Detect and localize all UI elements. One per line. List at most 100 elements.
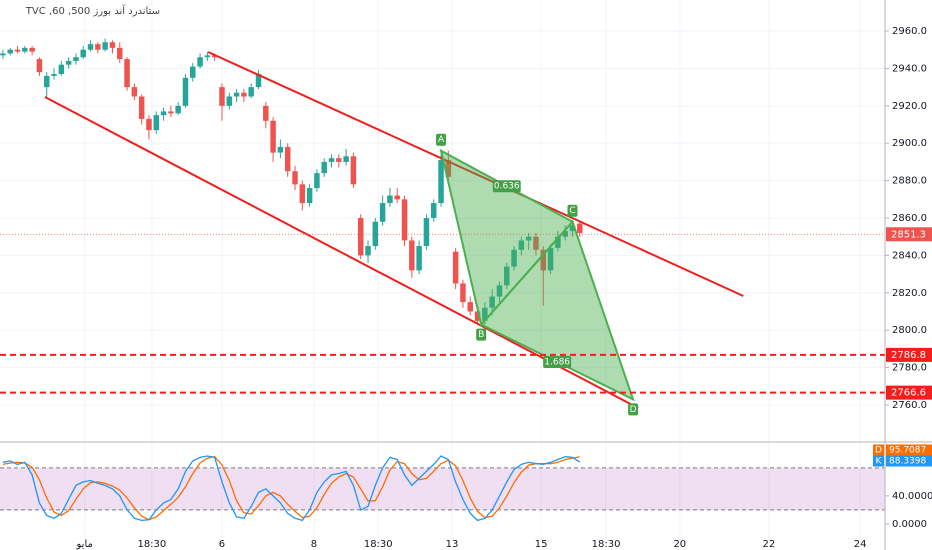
candle-body bbox=[357, 218, 364, 256]
ratio-label: 1.686 bbox=[544, 357, 570, 367]
point-label: B bbox=[478, 330, 484, 340]
y-tick-label: 40.0000 bbox=[892, 491, 932, 502]
point-label-bg bbox=[628, 403, 639, 416]
candle-body bbox=[7, 49, 13, 54]
candle-body bbox=[51, 74, 57, 76]
candle-body bbox=[299, 184, 306, 204]
y-tick-label: 2780.0 bbox=[892, 363, 927, 374]
channel-line bbox=[44, 96, 639, 409]
candle-body bbox=[73, 57, 79, 61]
candle-body bbox=[109, 42, 116, 48]
candle-body bbox=[460, 283, 466, 303]
candle-body bbox=[284, 146, 291, 172]
candle-body bbox=[321, 161, 327, 174]
y-tick-label: 2920.0 bbox=[892, 101, 927, 112]
y-tick-label: 0.0000 bbox=[892, 519, 927, 530]
ratio-label: 0.636 bbox=[494, 182, 520, 192]
candle-body bbox=[131, 87, 138, 97]
candle-body bbox=[182, 77, 189, 106]
y-tick-label: 2840.0 bbox=[892, 250, 927, 261]
last-price-bg bbox=[886, 227, 932, 242]
candle-body bbox=[372, 221, 379, 247]
candle-body bbox=[80, 49, 86, 58]
candle-body bbox=[430, 203, 437, 219]
level-label: 2766.6 bbox=[891, 388, 926, 399]
y-tick-label: 2860.0 bbox=[892, 213, 927, 224]
point-label: D bbox=[630, 405, 637, 415]
main-pane: 0.636 1.686 A B C D bbox=[0, 38, 885, 416]
y-tick-label: 2940.0 bbox=[892, 63, 927, 74]
candle-body bbox=[394, 195, 400, 200]
point-label: C bbox=[569, 206, 575, 216]
candle-body bbox=[226, 96, 233, 106]
candle-body bbox=[138, 96, 145, 119]
candle-body bbox=[197, 57, 203, 67]
candle-body bbox=[336, 158, 342, 162]
level-label-bg bbox=[886, 385, 932, 400]
candle-body bbox=[555, 236, 561, 248]
candle-body bbox=[124, 59, 130, 88]
candle-body bbox=[219, 87, 225, 106]
x-tick-label: 6 bbox=[219, 539, 225, 550]
candle-body bbox=[569, 225, 576, 232]
candle-body bbox=[306, 188, 313, 204]
channel-line bbox=[207, 51, 744, 297]
candle-body bbox=[102, 42, 108, 50]
x-tick-label: 13 bbox=[446, 539, 459, 550]
candle-body bbox=[401, 199, 408, 241]
candle-body bbox=[409, 240, 415, 271]
x-tick-label: 22 bbox=[763, 539, 776, 550]
x-tick-label: 18:30 bbox=[592, 539, 621, 550]
axes: 2760.0 2780.0 2800.0 2820.0 2840.0 2860.0 2880… bbox=[76, 26, 932, 550]
legend-name: D bbox=[875, 446, 882, 456]
candle-body bbox=[350, 156, 357, 185]
chart-title: ستاندرد آند بورز 500, 60, TVC bbox=[25, 4, 160, 17]
candle-body bbox=[416, 246, 422, 271]
candle-body bbox=[577, 223, 583, 233]
y-tick-label: 2820.0 bbox=[892, 288, 927, 299]
candle-body bbox=[153, 115, 160, 131]
candle-body bbox=[22, 47, 28, 52]
candle-body bbox=[175, 105, 181, 114]
y-tick-label: 2880.0 bbox=[892, 176, 927, 187]
candle-body bbox=[204, 55, 211, 58]
candle-body bbox=[511, 249, 517, 267]
candle-body bbox=[233, 92, 240, 97]
candle-body bbox=[547, 247, 554, 271]
level-label: 2786.8 bbox=[891, 350, 926, 361]
candle-body bbox=[43, 75, 50, 88]
legend-value-bg bbox=[886, 444, 932, 456]
point-label-bg bbox=[476, 328, 487, 341]
candle-body bbox=[562, 231, 568, 237]
candle-body bbox=[14, 49, 21, 52]
level-label-bg bbox=[886, 347, 932, 362]
point-label: A bbox=[438, 135, 445, 145]
candle-body bbox=[87, 44, 94, 50]
candle-body bbox=[146, 118, 152, 131]
ratio-label-bg bbox=[543, 355, 572, 368]
x-tick-label: 15 bbox=[535, 539, 548, 550]
candle-body bbox=[255, 74, 262, 88]
candle-body bbox=[452, 251, 459, 284]
candle-body bbox=[445, 160, 452, 177]
candle-body bbox=[379, 203, 386, 222]
candle-body bbox=[482, 307, 488, 321]
stoch-line bbox=[2, 455, 581, 522]
candle-body bbox=[525, 236, 532, 241]
candle-body bbox=[58, 64, 65, 75]
candle-body bbox=[504, 266, 510, 286]
candle-body bbox=[343, 156, 349, 162]
legend-name: K bbox=[876, 457, 883, 467]
legend-value-bg bbox=[886, 455, 932, 467]
candle-body bbox=[65, 60, 72, 65]
candle-body bbox=[277, 146, 284, 153]
legend-name-bg bbox=[873, 455, 884, 467]
point-label-bg bbox=[436, 133, 447, 146]
candle-body bbox=[518, 240, 525, 250]
candle-body bbox=[168, 111, 174, 114]
y-tick-label: 2900.0 bbox=[892, 138, 927, 149]
stoch-band bbox=[0, 467, 885, 510]
point-label-bg bbox=[567, 204, 578, 217]
